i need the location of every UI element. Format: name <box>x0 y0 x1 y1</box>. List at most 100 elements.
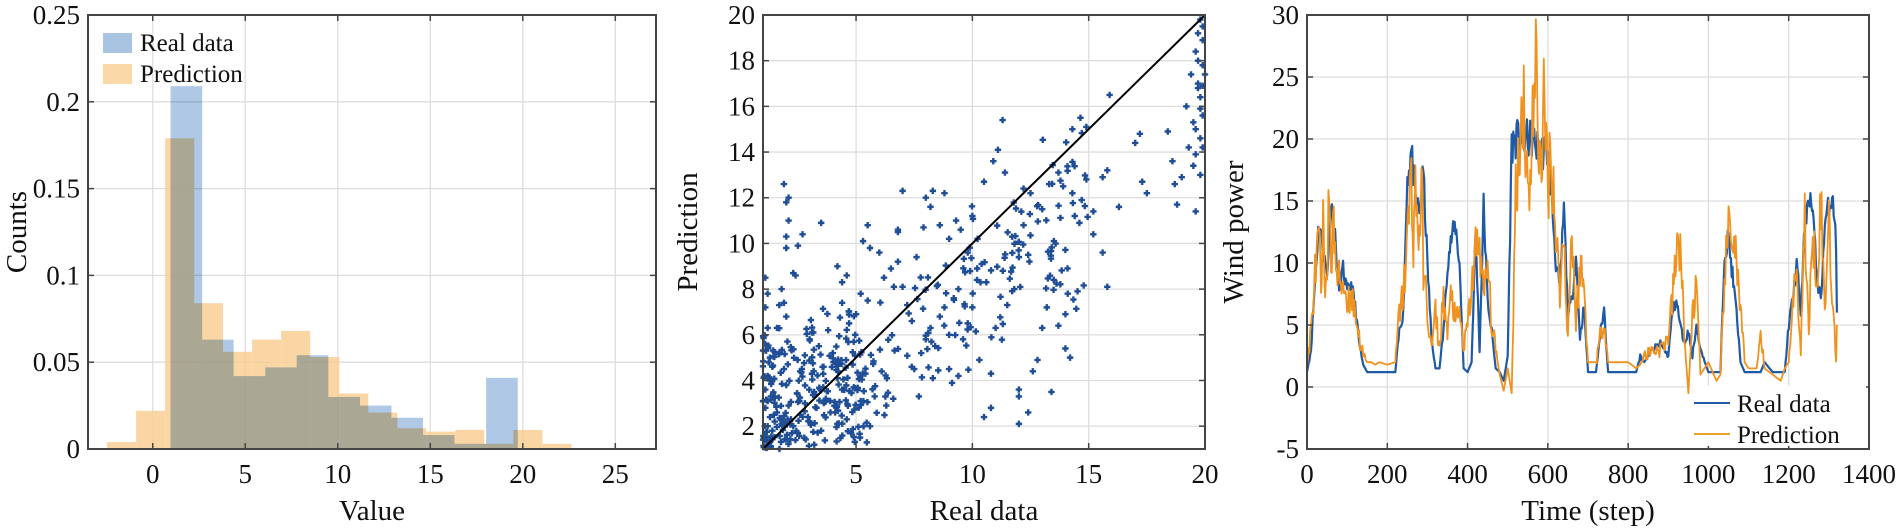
scatter-point <box>1197 135 1204 142</box>
scatter-point <box>787 398 795 406</box>
scatter-point <box>795 377 802 384</box>
scatter-point <box>899 283 906 291</box>
scatter-point <box>1178 173 1185 181</box>
scatter-point <box>773 403 780 410</box>
bar-real-data <box>296 355 329 449</box>
bar-real-data <box>486 377 518 449</box>
scatter-point <box>763 428 770 436</box>
scatter-point <box>935 344 942 352</box>
scatter-point <box>775 394 782 401</box>
x-tick-label: 1400 <box>1842 459 1896 489</box>
scatter-point <box>810 367 817 375</box>
scatter-point <box>801 352 809 359</box>
scatter-point <box>997 293 1004 301</box>
timeseries-xlabel: Time (step) <box>1521 495 1654 527</box>
scatter-point <box>929 374 937 382</box>
scatter-point <box>852 401 859 409</box>
scatter-point <box>835 332 843 340</box>
scatter-point <box>936 221 943 229</box>
scatter-point <box>800 359 808 367</box>
scatter-point <box>1057 214 1064 222</box>
scatter-point <box>781 436 789 443</box>
scatter-point <box>845 320 853 327</box>
legend-swatch-prediction <box>103 64 132 84</box>
y-tick-label: 5 <box>1286 310 1300 340</box>
scatter-point <box>972 328 980 335</box>
scatter-point <box>788 430 796 437</box>
scatter-point <box>936 313 943 320</box>
scatter-point <box>833 438 840 445</box>
histogram-xlabel: Value <box>339 495 405 527</box>
scatter-point <box>863 439 871 446</box>
scatter-point <box>864 297 871 304</box>
scatter-point <box>790 354 798 362</box>
scatter-point <box>973 276 981 284</box>
scatter-ticks: 5 10 15 20 2 4 6 8 10 12 14 16 18 20 <box>728 0 1219 489</box>
scatter-point <box>851 384 859 392</box>
scatter-point <box>1043 304 1051 311</box>
scatter-point <box>969 304 976 311</box>
scatter-point <box>833 423 840 431</box>
legend-label-prediction: Prediction <box>140 61 243 88</box>
y-tick-label: 0.05 <box>33 347 80 377</box>
scatter-point <box>955 372 962 380</box>
scatter-point <box>876 249 883 256</box>
y-tick-label: 0.25 <box>33 0 80 30</box>
scatter-point <box>1020 241 1027 248</box>
scatter-point <box>799 231 806 238</box>
scatter-point <box>882 372 889 379</box>
scatter-point <box>878 368 885 375</box>
scatter-point <box>1058 267 1065 274</box>
scatter-point <box>851 406 858 413</box>
timeseries-ylabel: Wind power <box>1218 160 1250 303</box>
scatter-point <box>864 398 871 406</box>
bar-real-data <box>423 435 455 449</box>
scatter-point <box>859 237 867 245</box>
y-tick-label: 18 <box>728 46 755 76</box>
scatter-point <box>857 290 864 297</box>
bar-real-data <box>391 417 424 449</box>
scatter-point <box>1034 218 1042 225</box>
scatter-point <box>787 436 794 443</box>
scatter-point <box>1029 368 1037 375</box>
scatter-point <box>1015 238 1022 245</box>
scatter-point <box>908 317 916 325</box>
scatter-point <box>1074 288 1081 295</box>
x-tick-label: 5 <box>849 459 863 489</box>
scatter-point <box>1050 286 1057 294</box>
scatter-point <box>844 374 851 382</box>
scatter-point <box>1083 176 1090 183</box>
scatter-point <box>834 368 842 375</box>
scatter-point <box>784 338 791 345</box>
y-tick-label: 0.1 <box>46 260 80 290</box>
scatter-point <box>1043 217 1050 224</box>
scatter-point <box>767 380 775 388</box>
x-tick-label: 400 <box>1447 459 1488 489</box>
scatter-point <box>1104 283 1111 291</box>
scatter-point <box>849 361 856 368</box>
scatter-point <box>811 420 818 427</box>
scatter-point <box>994 263 1001 270</box>
scatter-point <box>1015 420 1023 428</box>
scatter-point <box>924 345 931 353</box>
scatter-point <box>801 382 809 389</box>
scatter-point <box>1027 232 1034 239</box>
scatter-point <box>792 272 799 279</box>
x-tick-label: 15 <box>417 459 444 489</box>
scatter-point <box>808 324 816 331</box>
scatter-point <box>1025 251 1032 259</box>
x-tick-label: 20 <box>1192 459 1219 489</box>
scatter-point <box>785 217 792 224</box>
scatter-point <box>866 422 874 430</box>
scatter-point <box>763 396 770 403</box>
scatter-point <box>950 296 958 304</box>
scatter-point <box>945 235 953 243</box>
scatter-point <box>775 351 783 358</box>
x-tick-label: 15 <box>1075 459 1102 489</box>
scatter-point <box>976 356 983 364</box>
scatter-point <box>969 215 977 223</box>
scatter-point <box>876 346 884 353</box>
scatter-point <box>869 386 876 393</box>
scatter-point <box>785 402 792 409</box>
